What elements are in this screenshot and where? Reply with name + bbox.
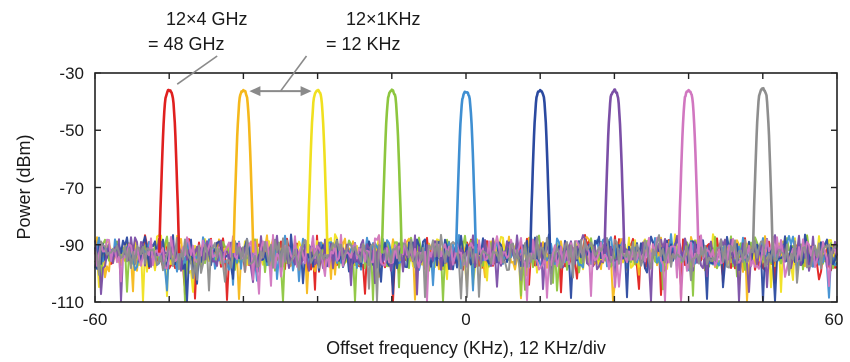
noise-floor-traces: [94, 233, 838, 302]
arrowhead-left: [249, 86, 261, 97]
x-axis-label: Offset frequency (KHz), 12 KHz/div: [326, 338, 606, 358]
peak-trace-1: [158, 88, 181, 254]
y-tick-label: -70: [59, 179, 84, 198]
annotation-spacing-ghz-line2: = 48 GHz: [148, 34, 225, 54]
peak-trace-9: [751, 86, 774, 254]
x-tick-label: 60: [825, 310, 844, 329]
y-tick-label: -30: [59, 64, 84, 83]
noise-trace-6: [94, 233, 838, 302]
annotation-spacing-khz-line1: 12×1KHz: [346, 9, 421, 29]
peak-trace-5: [454, 90, 478, 254]
y-tick-label: -50: [59, 121, 84, 140]
x-tick-label: -60: [83, 310, 108, 329]
peak-trace-7: [603, 88, 626, 254]
y-axis-label: Power (dBm): [14, 134, 34, 239]
annotation-pointers: [176, 55, 312, 97]
y-tick-label: -90: [59, 236, 84, 255]
annotation-spacing-khz-line2: = 12 KHz: [326, 34, 401, 54]
peak-trace-2: [232, 88, 255, 254]
annotation-leader-khz: [279, 55, 308, 92]
x-tick-label: 0: [461, 310, 470, 329]
noise-trace-9: [94, 233, 838, 302]
peak-trace-8: [677, 88, 700, 255]
peak-trace-6: [529, 88, 552, 255]
annotation-leader-ghz: [176, 55, 218, 85]
annotation-spacing-ghz-line1: 12×4 GHz: [166, 9, 248, 29]
arrowhead-right: [300, 86, 312, 97]
peak-traces: [158, 86, 774, 255]
peak-trace-3: [306, 88, 329, 255]
y-tick-label: -110: [51, 293, 84, 312]
axis-ticks: [94, 72, 838, 303]
peak-trace-4: [380, 88, 403, 254]
